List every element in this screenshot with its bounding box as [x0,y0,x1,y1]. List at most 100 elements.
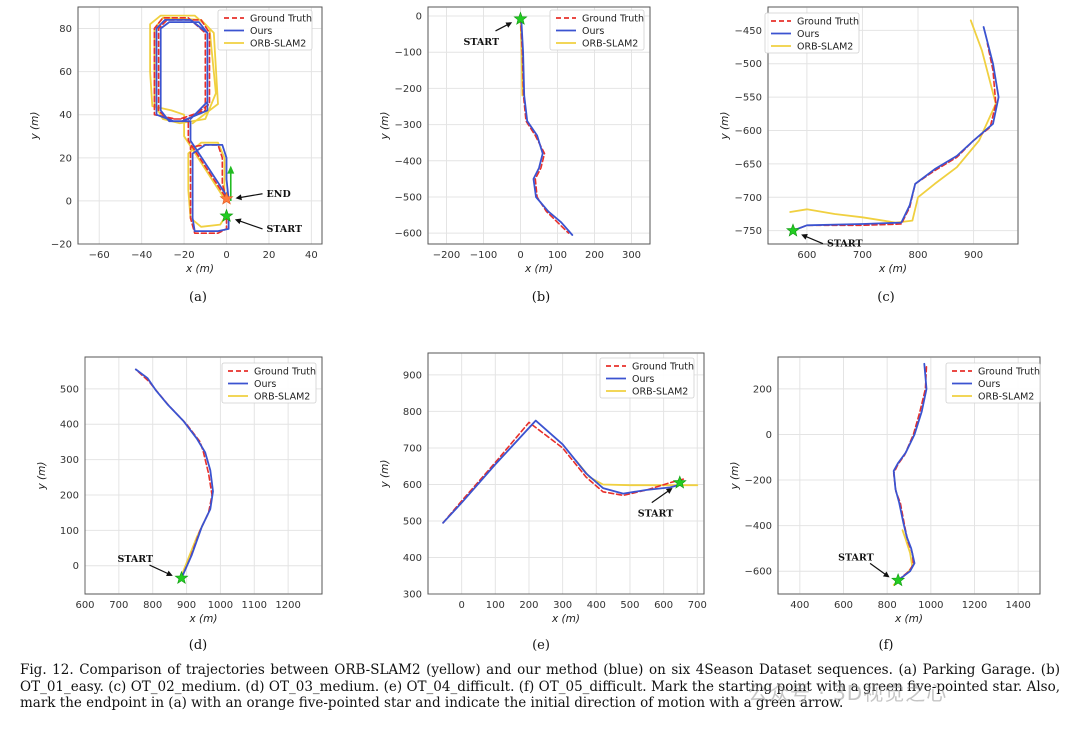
legend-label: Ground Truth [978,367,1040,378]
legend [599,357,695,399]
plot-border [77,6,323,245]
start-star-icon [174,570,189,584]
legend [764,12,860,54]
x-tick-label: 900 [177,600,196,611]
y-tick-label: 200 [60,490,79,501]
subplot-label: (b) [532,290,550,305]
series-ours [155,19,230,232]
y-tick-label: 900 [403,370,422,381]
y-tick-label: 500 [60,384,79,395]
subplot-d: 600 700 800 900 1000 1100 1200 0 100 200 300 400 500… [36,356,323,653]
y-tick-label: −100 [395,48,422,59]
end-star-icon [219,191,234,205]
x-axis-label: x (m) [878,263,907,275]
legend-label: Ground Truth [632,362,694,373]
y-tick-label: −600 [735,126,762,137]
x-tick-label: −60 [89,250,110,261]
plot-border [427,352,705,595]
legend-label: ORB-SLAM2 [632,387,688,398]
legend-label: ORB-SLAM2 [254,392,310,403]
subplot-label: (d) [189,638,207,653]
x-tick-label: 1200 [962,600,987,611]
legend-label: ORB-SLAM2 [797,42,853,53]
y-tick-label: −600 [745,567,772,578]
x-tick-label: 0 [517,250,523,261]
annotation-start: START [267,224,303,235]
x-tick-label: 1000 [918,600,943,611]
x-tick-label: −200 [433,250,460,261]
start-star-icon [219,208,234,222]
annotation-arrow-head [235,194,242,201]
series-ours [892,362,928,582]
annotation-start: START [838,552,874,563]
y-tick-label: 400 [60,420,79,431]
annotation-start: START [464,37,500,48]
start-star-icon [785,223,801,237]
x-tick-label: 40 [305,250,318,261]
annotation-arrow-head [234,218,242,225]
legend [221,362,317,404]
x-tick-label: 0 [223,250,229,261]
y-tick-label: 0 [73,561,79,572]
legend [549,9,645,51]
series-orb-slam2 [789,19,997,224]
x-tick-label: 600 [654,600,673,611]
y-tick-label: −200 [745,476,772,487]
plot-border [84,356,323,595]
subplot-f: 400 600 800 1000 1200 1400 200 0 −200 −400 −600 x (… [729,356,1041,653]
series-ours [520,17,574,236]
y-tick-label: −600 [395,229,422,240]
annotation-arrow [495,24,508,32]
x-axis-label: x (m) [524,263,553,275]
x-axis-label: x (m) [185,263,214,275]
legend-label: Ours [582,26,604,37]
x-tick-label: 700 [109,600,128,611]
y-tick-label: −200 [395,84,422,95]
subplot-e: 0 100 200 300 400 500 600 700 300 400 500 600 700 800… [379,352,707,653]
x-tick-label: 900 [964,250,983,261]
subplot-a: −60 −40 −20 0 20 40 −20 0 20 40 60 80 x (m) y (m) END S… [29,6,323,305]
series-ours [792,26,1000,232]
figure-caption: Fig. 12. Comparison of trajectories betw… [20,662,1060,711]
y-axis-label: y (m) [379,460,391,489]
legend-label: Ours [978,379,1000,390]
x-tick-label: −20 [174,250,195,261]
y-tick-label: −700 [735,193,762,204]
x-tick-label: 800 [878,600,897,611]
y-tick-label: −550 [735,93,762,104]
y-tick-label: 60 [59,67,72,78]
y-tick-label: 300 [403,590,422,601]
subplot-label: (c) [877,290,894,305]
plot-border [767,6,1019,245]
x-tick-label: 200 [519,600,538,611]
x-tick-label: 700 [688,600,707,611]
y-tick-label: 80 [59,24,72,35]
x-tick-label: 1200 [275,600,300,611]
x-tick-label: 300 [553,600,572,611]
x-tick-label: 500 [620,600,639,611]
y-tick-label: −500 [735,59,762,70]
legend-label: Ours [250,26,272,37]
series-ours [442,419,682,524]
y-axis-label: y (m) [729,462,741,491]
x-tick-label: 600 [834,600,853,611]
start-star-icon [891,572,906,587]
x-tick-label: −40 [131,250,152,261]
x-tick-label: 600 [797,250,816,261]
y-tick-label: −750 [735,226,762,237]
annotation-arrow-head [166,570,173,577]
annotation-arrow-head [665,488,673,494]
series-ours [134,368,214,579]
legend-label: Ours [797,29,819,40]
x-tick-label: 0 [458,600,464,611]
legend-label: Ground Truth [250,14,312,25]
start-star-icon [513,11,528,25]
y-tick-label: −300 [395,120,422,131]
series-ground-truth [519,17,570,234]
y-tick-label: 500 [403,516,422,527]
annotation-arrow-head [505,22,513,28]
x-tick-label: 800 [143,600,162,611]
legend-label: ORB-SLAM2 [582,39,638,50]
y-axis-label: y (m) [719,112,731,141]
x-tick-label: 20 [263,250,276,261]
